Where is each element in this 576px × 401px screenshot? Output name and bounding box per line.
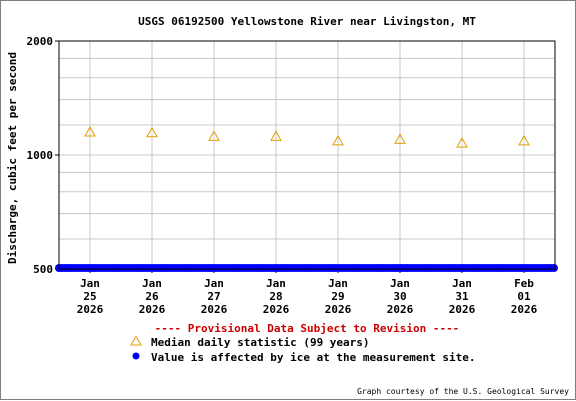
x-tick-label: 2026 [139, 303, 166, 316]
legend-label-median: Median daily statistic (99 years) [151, 336, 370, 349]
legend: Median daily statistic (99 years) Value … [130, 335, 476, 364]
x-tick-label: Jan [80, 277, 100, 290]
y-axis-label: Discharge, cubic feet per second [6, 52, 19, 264]
x-tick-label: 30 [393, 290, 406, 303]
y-tick-label: 2000 [27, 35, 54, 48]
x-tick-label: 31 [455, 290, 469, 303]
x-tick-label: 26 [145, 290, 159, 303]
y-axis-ticks: 500 1000 2000 [27, 35, 59, 276]
x-axis-ticks: Jan252026Jan262026Jan272026Jan282026Jan2… [77, 269, 538, 316]
x-tick-label: Jan [142, 277, 162, 290]
ice-affected-series [55, 264, 558, 272]
ice-value-point [550, 264, 558, 272]
x-tick-label: 25 [83, 290, 96, 303]
grid-lines [59, 41, 555, 269]
median-point [332, 134, 344, 146]
median-point [270, 130, 282, 141]
x-tick-label: Jan [266, 277, 286, 290]
x-tick-label: Feb [514, 277, 534, 290]
x-tick-label: 2026 [263, 303, 290, 316]
x-tick-label: 2026 [511, 303, 538, 316]
median-point [518, 134, 530, 146]
credit-text: Graph courtesy of the U.S. Geological Su… [357, 387, 569, 396]
x-tick-label: 2026 [325, 303, 352, 316]
x-tick-label: 2026 [201, 303, 228, 316]
x-tick-label: 01 [517, 290, 531, 303]
median-point [394, 133, 406, 144]
x-tick-label: 27 [207, 290, 220, 303]
median-point [456, 137, 468, 148]
y-tick-label: 500 [33, 263, 53, 276]
provisional-note: ---- Provisional Data Subject to Revisio… [155, 322, 460, 335]
median-series [84, 125, 530, 148]
x-tick-label: Jan [452, 277, 472, 290]
x-tick-label: 2026 [449, 303, 476, 316]
x-tick-label: 2026 [387, 303, 414, 316]
median-point [146, 126, 158, 138]
x-tick-label: Jan [390, 277, 410, 290]
x-tick-label: 28 [269, 290, 282, 303]
legend-triangle-icon [130, 335, 142, 346]
x-tick-label: Jan [328, 277, 348, 290]
x-tick-label: 2026 [77, 303, 104, 316]
chart-title: USGS 06192500 Yellowstone River near Liv… [138, 15, 476, 28]
y-tick-label: 1000 [27, 149, 54, 162]
legend-label-ice: Value is affected by ice at the measurem… [151, 351, 476, 364]
median-point [208, 130, 220, 141]
plot-border [58, 40, 556, 270]
legend-dot-icon [132, 352, 140, 360]
x-tick-label: Jan [204, 277, 224, 290]
median-point [84, 125, 96, 137]
x-tick-label: 29 [331, 290, 344, 303]
